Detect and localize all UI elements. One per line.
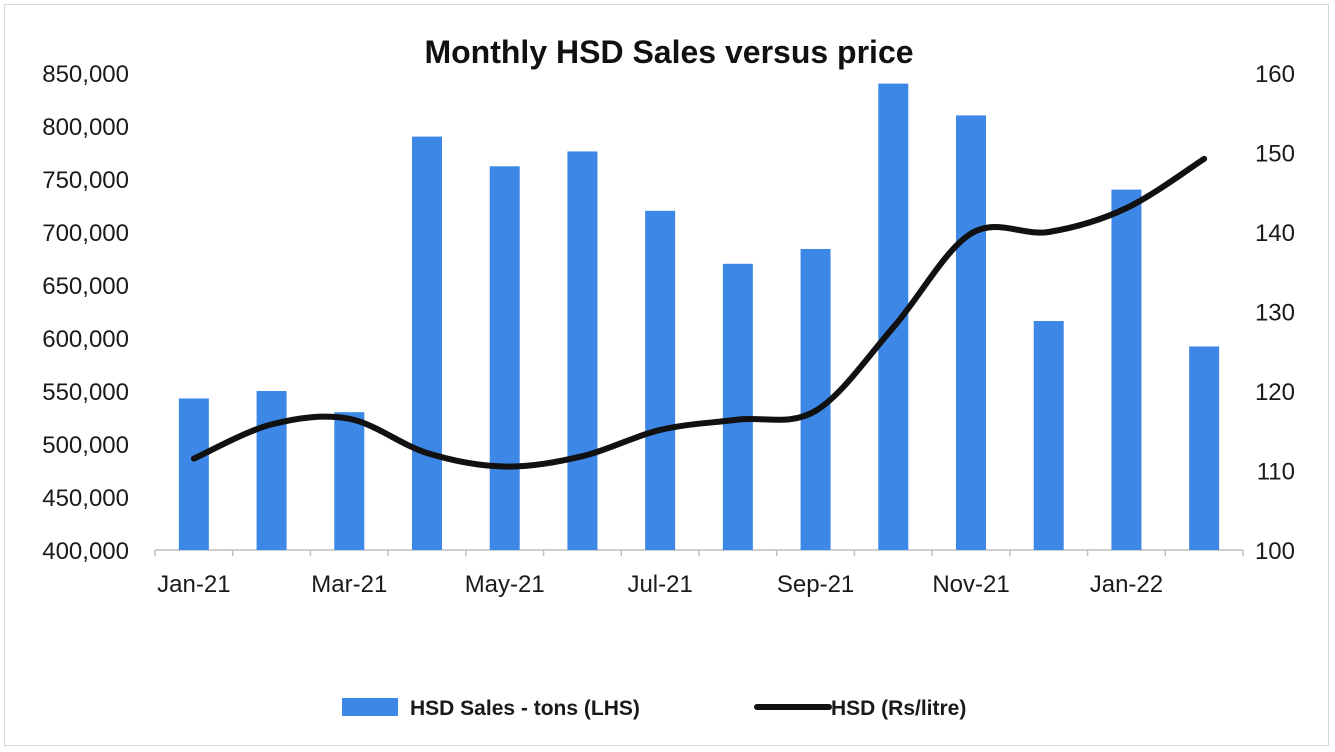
chart-title: Monthly HSD Sales versus price xyxy=(424,34,913,70)
legend-item-sales: HSD Sales - tons (LHS) xyxy=(342,697,640,720)
legend-label-price: HSD (Rs/litre) xyxy=(831,697,966,720)
sales-bar xyxy=(1033,321,1064,550)
legend: HSD Sales - tons (LHS) HSD (Rs/litre) xyxy=(342,697,966,720)
x-tick-label: Nov-21 xyxy=(932,571,1009,598)
right-y-axis: 100 110 120 130 140 150 160 xyxy=(1255,61,1295,565)
x-axis: Jan-21 Mar-21 May-21 Jul-21 Sep-21 Nov-21 Jan-… xyxy=(154,549,1244,598)
left-y-tick-label: 750,000 xyxy=(42,167,129,194)
legend-swatch-bar xyxy=(342,698,398,716)
left-y-tick-label: 650,000 xyxy=(42,273,129,300)
left-y-axis: 400,000 450,000 500,000 550,000 600,000 650,0… xyxy=(42,61,129,565)
right-y-tick-label: 100 xyxy=(1255,538,1295,565)
x-tick-label: May-21 xyxy=(465,571,545,598)
x-tick-label: Sep-21 xyxy=(777,571,854,598)
sales-bar xyxy=(645,210,676,551)
sales-bar xyxy=(256,391,287,550)
left-y-tick-label: 850,000 xyxy=(42,61,129,88)
left-y-tick-label: 450,000 xyxy=(42,485,129,512)
sales-bar xyxy=(178,398,209,550)
right-y-tick-label: 130 xyxy=(1255,300,1295,327)
left-y-tick-label: 800,000 xyxy=(42,114,129,141)
left-y-tick-label: 550,000 xyxy=(42,379,129,406)
legend-item-price: HSD (Rs/litre) xyxy=(754,697,966,720)
sales-bar xyxy=(722,263,753,550)
right-y-tick-label: 150 xyxy=(1255,141,1295,168)
sales-bar xyxy=(1111,189,1142,550)
chart-svg: Monthly HSD Sales versus price 400,000 45… xyxy=(42,34,1295,720)
right-y-tick-label: 160 xyxy=(1255,61,1295,88)
right-y-tick-label: 140 xyxy=(1255,220,1295,247)
sales-bar xyxy=(489,166,520,550)
price-line xyxy=(190,155,1208,470)
x-tick-label: Jan-22 xyxy=(1090,571,1163,598)
left-y-tick-label: 700,000 xyxy=(42,220,129,247)
right-y-tick-label: 120 xyxy=(1255,379,1295,406)
x-tick-label: Jan-21 xyxy=(157,571,230,598)
sales-bars xyxy=(178,83,1220,551)
price-line-layer xyxy=(190,155,1208,470)
left-y-tick-label: 500,000 xyxy=(42,432,129,459)
sales-bar xyxy=(800,248,831,550)
right-y-tick-label: 110 xyxy=(1257,459,1295,486)
x-tick-label: Jul-21 xyxy=(627,571,692,598)
left-y-tick-label: 600,000 xyxy=(42,326,129,353)
chart-frame: Monthly HSD Sales versus price 400,000 45… xyxy=(4,4,1329,746)
sales-bar xyxy=(1189,346,1220,550)
sales-bar xyxy=(956,115,986,551)
sales-bar xyxy=(412,136,442,550)
left-y-tick-label: 400,000 xyxy=(42,538,129,565)
legend-label-sales: HSD Sales - tons (LHS) xyxy=(410,697,640,720)
sales-bar xyxy=(567,151,598,550)
sales-bar xyxy=(334,412,365,550)
x-tick-label: Mar-21 xyxy=(311,571,387,598)
